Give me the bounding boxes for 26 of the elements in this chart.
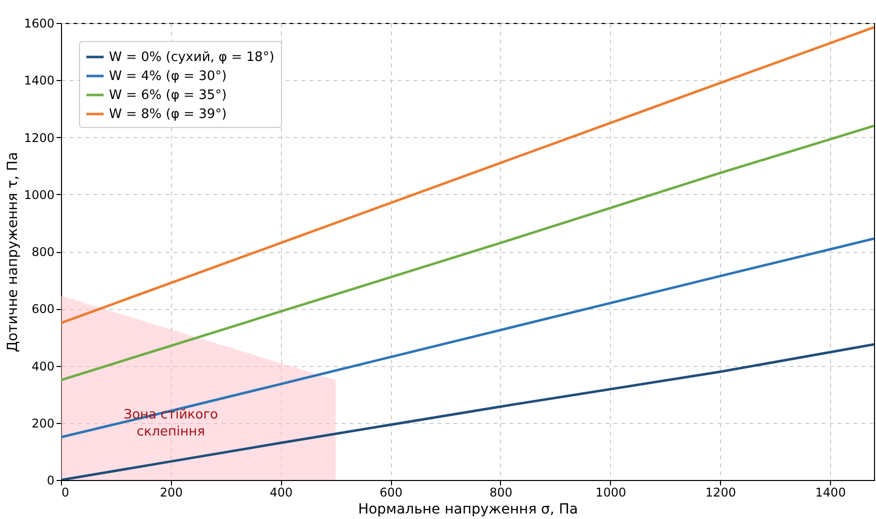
legend-label: W = 8% (φ = 39°): [109, 107, 227, 122]
y-tick-label: 800: [32, 245, 54, 259]
x-tick-label: 0: [62, 486, 70, 500]
y-tick-label: 1400: [24, 74, 54, 88]
x-tick-label: 800: [490, 486, 512, 500]
x-tick-label: 200: [160, 486, 183, 500]
x-tick-label: 600: [380, 486, 403, 500]
y-tick-label: 400: [32, 359, 54, 374]
y-tick-label: 600: [32, 302, 54, 316]
legend-label: W = 4% (φ = 30°): [109, 69, 227, 84]
line-series: [61, 26, 874, 324]
y-axis-title: Дотичне напруження τ, Па: [4, 152, 21, 352]
legend-label: W = 0% (сухий, φ = 18°): [109, 50, 274, 65]
line-series: [61, 237, 874, 438]
x-tick-label: 1200: [705, 486, 736, 500]
y-tick-label: 1200: [24, 130, 54, 145]
y-tick-label: 200: [32, 416, 54, 430]
x-tick-label: 1400: [815, 486, 846, 500]
x-tick-label: 400: [270, 486, 293, 500]
y-tick-label: 0: [46, 474, 54, 488]
legend-label: W = 6% (φ = 35°): [109, 88, 227, 103]
y-tick-label: 1600: [24, 16, 54, 30]
x-tick-label: 1000: [596, 486, 626, 500]
line-series: [61, 124, 874, 382]
y-tick-label: 1000: [24, 188, 54, 202]
x-axis-title: Нормальне напруження σ, Па: [358, 502, 578, 518]
